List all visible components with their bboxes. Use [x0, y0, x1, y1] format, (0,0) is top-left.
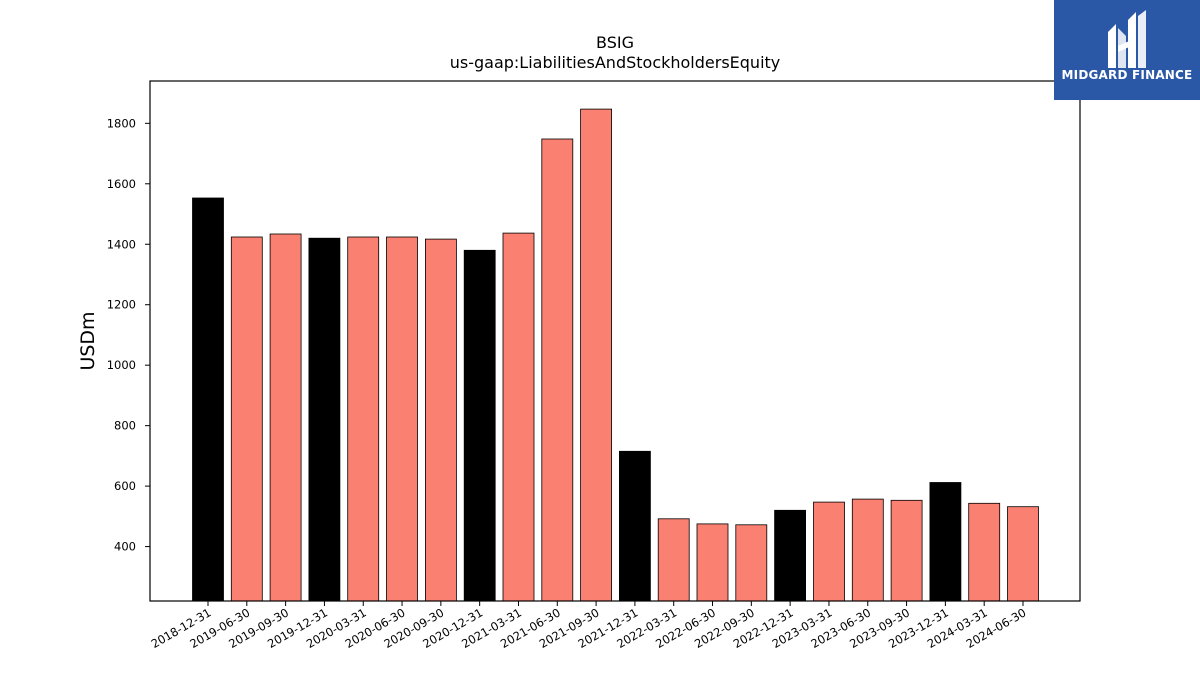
bar-2024-03-31: [968, 502, 1001, 602]
bar-2021-03-31: [502, 232, 535, 602]
bar-2022-03-31: [657, 518, 690, 602]
bar-2021-09-30: [580, 108, 612, 602]
bar-2022-12-31: [774, 509, 806, 602]
y-tick-label: 800: [114, 419, 136, 433]
bar-2020-06-30: [386, 236, 418, 602]
y-tick-label: 1200: [107, 298, 136, 312]
bar-2021-06-30: [541, 138, 574, 602]
y-tick-label: 400: [114, 540, 136, 554]
y-axis-label: USDm: [77, 311, 99, 370]
bar-2023-09-30: [890, 499, 923, 602]
y-tick-label: 600: [114, 479, 136, 493]
bar-2023-12-31: [929, 482, 962, 602]
bar-2019-09-30: [269, 233, 302, 602]
bar-2023-06-30: [851, 498, 884, 602]
midgard-logo-icon: [1108, 10, 1146, 68]
y-tick-label: 1000: [107, 358, 136, 372]
bar-2022-06-30: [696, 523, 729, 602]
bar-2019-06-30: [230, 236, 263, 602]
bar-2020-12-31: [463, 249, 496, 602]
chart-title: BSIG: [596, 33, 634, 52]
bar-2023-03-31: [813, 501, 845, 602]
y-tick-label: 1400: [107, 237, 136, 251]
bar-2020-03-31: [347, 236, 380, 602]
bar-2022-09-30: [735, 524, 768, 602]
y-tick-label: 1800: [107, 116, 136, 130]
chart-subtitle: us-gaap:LiabilitiesAndStockholdersEquity: [450, 53, 781, 72]
bars-group: [192, 108, 1039, 602]
plot-frame: [149, 80, 1081, 602]
y-ticks-group: 400 600 800 1000 1200 1400 1600 1800: [107, 116, 150, 554]
bar-2019-12-31: [308, 237, 341, 602]
bar-2021-12-31: [619, 450, 651, 602]
brand-name: MIDGARD FINANCE: [1061, 68, 1193, 82]
y-tick-label: 1600: [107, 177, 136, 191]
brand-logo: MIDGARD FINANCE: [1054, 0, 1200, 100]
bar-2024-06-30: [1007, 506, 1039, 602]
x-ticks-group: 2018-12-312019-06-302019-09-302019-12-31…: [149, 601, 1029, 651]
bar-2020-09-30: [424, 238, 457, 602]
bar-2018-12-31: [192, 197, 224, 602]
